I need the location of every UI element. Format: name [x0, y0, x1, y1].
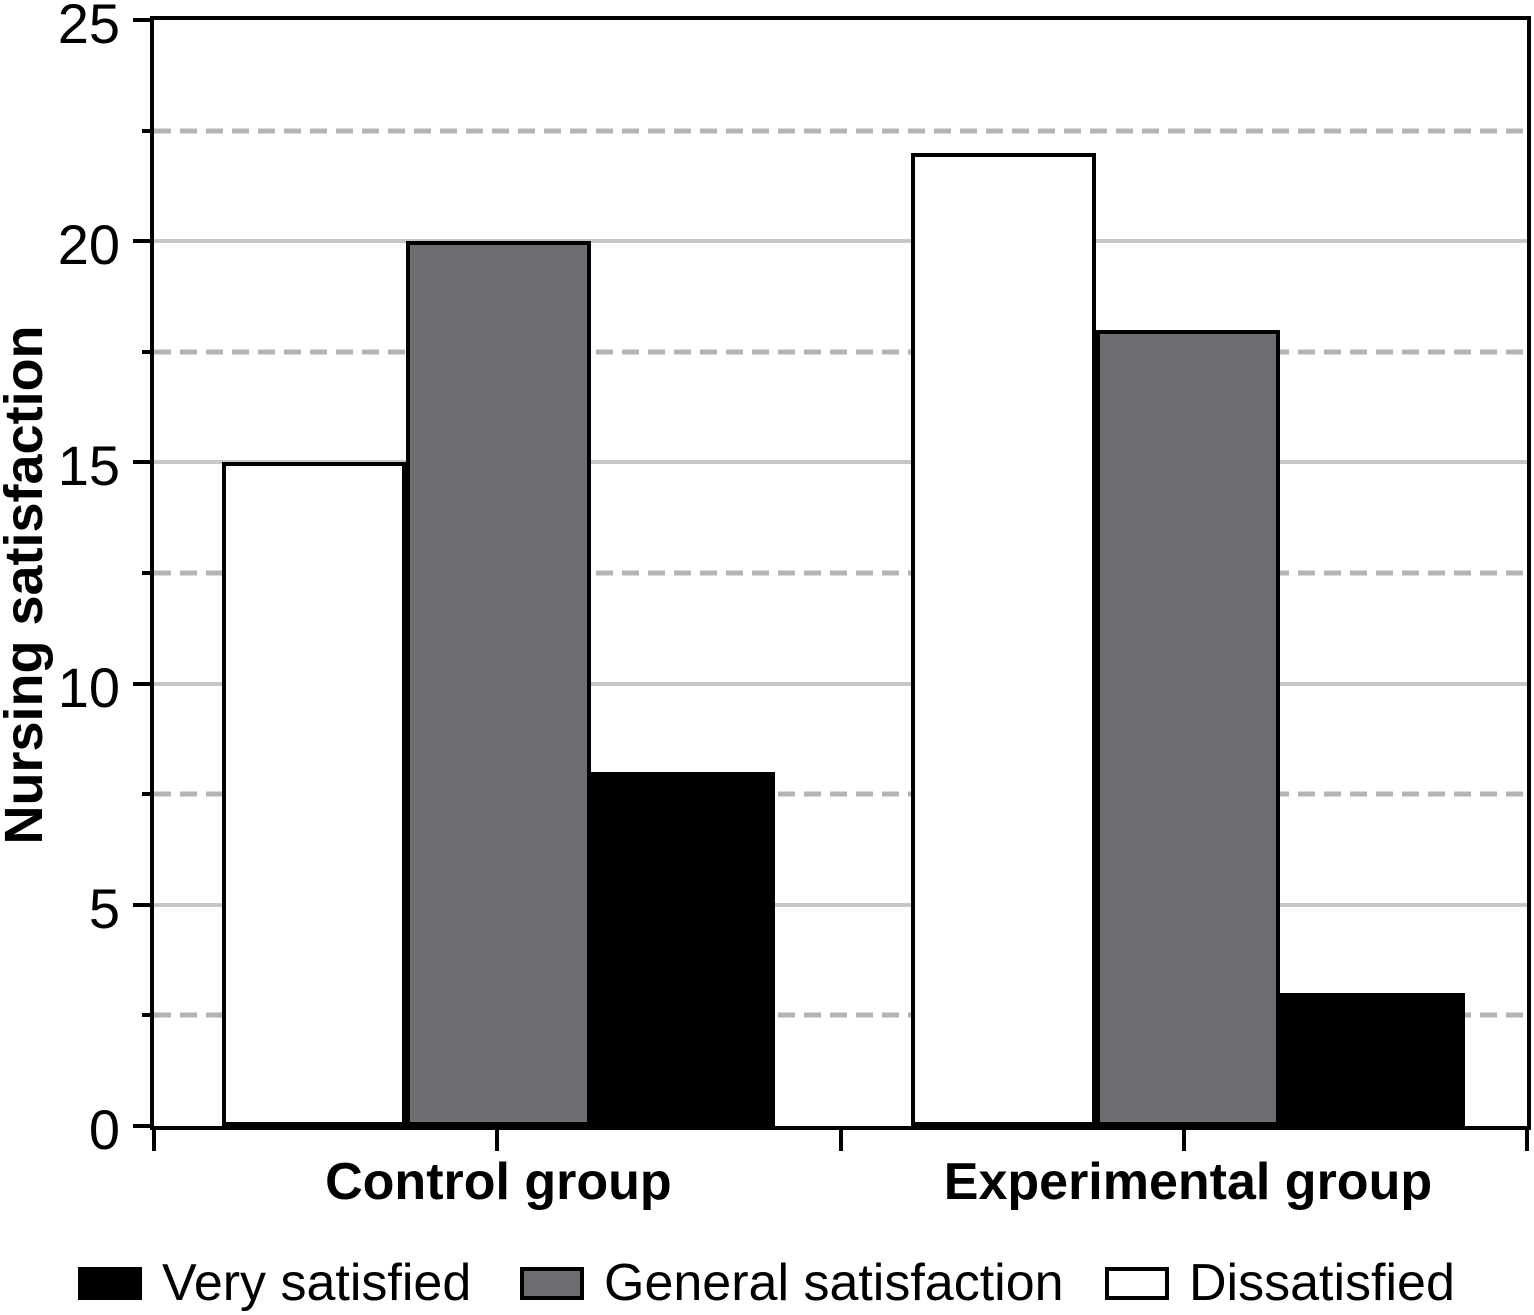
x-axis-tick-100: [1525, 1130, 1529, 1151]
legend-label-general-satisfaction: General satisfaction: [604, 1254, 1064, 1312]
bar-control-group-general-satisfaction: [406, 241, 591, 1126]
legend-label-dissatisfied: Dissatisfied: [1189, 1254, 1455, 1312]
x-axis-tick-25: [495, 1130, 500, 1151]
gridline-dashed-2.5: [154, 1012, 1527, 1018]
legend-item-general-satisfaction: General satisfaction: [520, 1254, 1064, 1312]
legend-item-dissatisfied: Dissatisfied: [1105, 1254, 1455, 1312]
gridline-solid-5: [154, 902, 1527, 907]
bars-layer: [154, 20, 1527, 1126]
y-axis-major-tick-0: [133, 1124, 154, 1128]
x-axis-tick-0: [152, 1130, 156, 1151]
gridline-dashed-12.5: [154, 570, 1527, 576]
y-tick-label-25: 25: [57, 0, 120, 55]
x-category-label-control-group: Control group: [325, 1153, 672, 1211]
y-tick-label-10: 10: [57, 655, 120, 719]
x-axis-tick-50: [838, 1130, 843, 1151]
y-axis-major-tick-25: [133, 18, 154, 22]
plot-area: [133, 16, 1531, 1151]
y-axis-minor-tick-12.5: [142, 571, 154, 575]
y-axis-major-tick-15: [133, 460, 154, 465]
legend-swatch-dissatisfied: [1105, 1266, 1169, 1300]
bar-control-group-very-satisfied: [590, 772, 775, 1126]
gridline-dashed-22.5: [154, 128, 1527, 134]
y-axis-minor-tick-22.5: [142, 128, 154, 133]
y-tick-label-5: 5: [88, 876, 120, 940]
legend-swatch-general-satisfaction: [520, 1266, 584, 1300]
legend-label-very-satisfied: Very satisfied: [162, 1254, 472, 1312]
gridline-solid-15: [154, 460, 1527, 465]
bar-experimental-group-very-satisfied: [1280, 993, 1465, 1126]
y-axis-minor-tick-7.5: [142, 792, 154, 797]
legend-item-very-satisfied: Very satisfied: [78, 1254, 472, 1312]
y-tick-label-15: 15: [57, 434, 120, 498]
y-axis-minor-tick-2.5: [142, 1013, 154, 1018]
bar-experimental-group-general-satisfaction: [1095, 329, 1281, 1126]
gridline-solid-20: [154, 239, 1527, 244]
y-axis-major-tick-5: [133, 902, 154, 907]
gridline-dashed-7.5: [154, 791, 1527, 797]
y-axis-major-tick-10: [133, 681, 154, 686]
y-axis-title: Nursing satisfaction: [0, 325, 54, 845]
x-axis-tick-75: [1181, 1130, 1186, 1151]
y-axis-minor-tick-17.5: [142, 349, 154, 354]
bar-control-group-dissatisfied: [221, 462, 407, 1126]
y-tick-label-0: 0: [88, 1098, 120, 1161]
gridline-solid-10: [154, 681, 1527, 686]
y-axis-major-tick-20: [133, 239, 154, 244]
x-category-label-experimental-group: Experimental group: [943, 1153, 1433, 1211]
bar-experimental-group-dissatisfied: [911, 152, 1096, 1126]
x-axis-ticks: [152, 20, 1529, 1151]
gridlines-layer: [154, 20, 1527, 1126]
gridline-dashed-17.5: [154, 349, 1527, 355]
legend-swatch-very-satisfied: [78, 1266, 142, 1300]
y-tick-label-20: 20: [57, 213, 120, 277]
y-axis-ticks: [133, 18, 1527, 1128]
